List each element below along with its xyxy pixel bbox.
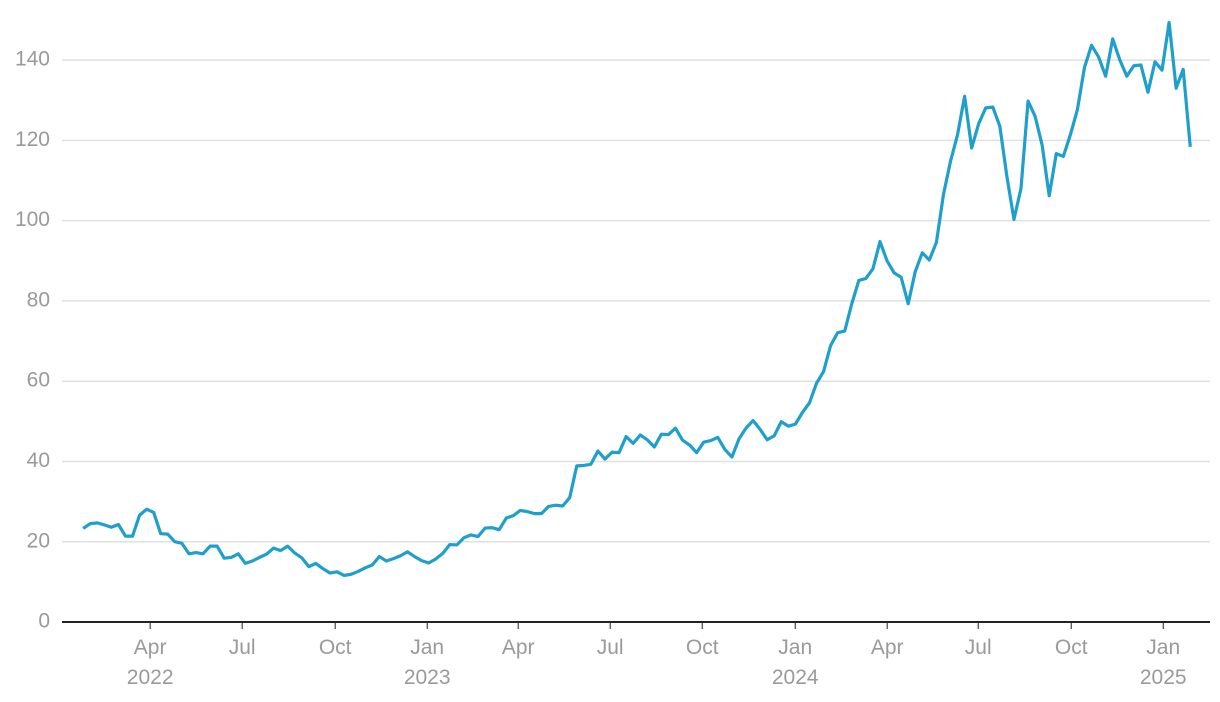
y-tick-label: 0 [38,610,50,633]
x-tick-label: Apr [501,636,535,659]
y-tick-label: 100 [15,208,50,231]
x-tick-label: Jan 2024 [771,636,819,689]
x-tick-label: Jul [228,636,256,659]
x-tick-label: Oct [318,636,352,659]
x-tick-label: Oct [1054,636,1088,659]
y-tick-label: 80 [27,288,50,311]
x-tick-label: Jul [964,636,992,659]
y-tick-label: 60 [27,369,50,392]
x-tick-label: Apr [870,636,904,659]
y-tick-label: 20 [27,529,50,552]
y-tick-label: 40 [27,449,50,472]
x-tick-label: Jan 2025 [1139,636,1187,689]
x-tick-label: Apr 2022 [126,636,174,689]
y-tick-label: 140 [15,48,50,71]
line-series [82,20,1192,578]
x-tick-label: Oct [685,636,719,659]
x-tick-label: Jul [596,636,624,659]
x-tick-label: Jan 2023 [403,636,451,689]
y-tick-label: 120 [15,128,50,151]
